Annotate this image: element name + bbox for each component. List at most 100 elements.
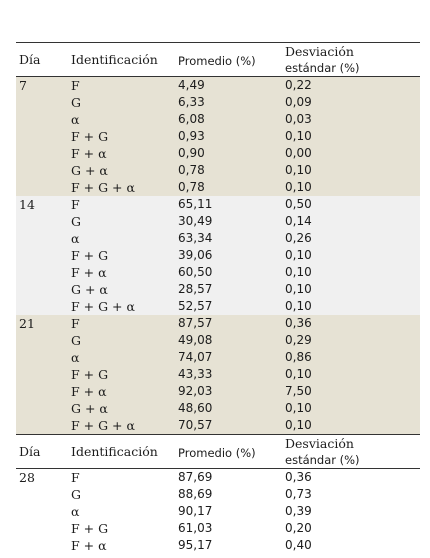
table-row: G 88,69 0,73 (16, 486, 420, 503)
table-row: F + G 61,03 0,20 (16, 520, 420, 537)
cell-desviacion: 0,10 (285, 129, 312, 143)
group-day-28: 28 F 87,69 0,36 G 88,69 0,73 α 90,17 0,39 F + G… (16, 469, 420, 554)
cell-identificacion: F (71, 470, 80, 485)
header-dia: Día (19, 444, 41, 459)
cell-identificacion: α (71, 112, 80, 127)
cell-desviacion: 0,10 (285, 248, 312, 262)
cell-desviacion: 0,00 (285, 146, 312, 160)
cell-promedio: 60,50 (178, 265, 213, 279)
cell-promedio: 6,33 (178, 95, 205, 109)
cell-identificacion: F (71, 316, 80, 331)
cell-desviacion: 0,36 (285, 316, 312, 330)
cell-promedio: 65,11 (178, 197, 213, 211)
header-desviacion: Desviación estándar (%) (285, 44, 405, 76)
cell-desviacion: 0,10 (285, 299, 312, 313)
cell-identificacion: α (71, 350, 80, 365)
table-row: 14 F 65,11 0,50 (16, 196, 420, 213)
cell-promedio: 0,78 (178, 180, 205, 194)
cell-promedio: 90,17 (178, 504, 213, 518)
cell-identificacion: α (71, 231, 80, 246)
cell-desviacion: 0,20 (285, 521, 312, 535)
table-row: G 30,49 0,14 (16, 213, 420, 230)
cell-promedio: 43,33 (178, 367, 213, 381)
cell-promedio: 87,69 (178, 470, 213, 484)
header-identificacion: Identificación (71, 444, 158, 459)
cell-promedio: 6,08 (178, 112, 205, 126)
cell-desviacion: 0,10 (285, 163, 312, 177)
table-row: F + G 43,33 0,10 (16, 366, 420, 383)
cell-identificacion: F (71, 78, 80, 93)
cell-promedio: 88,69 (178, 487, 213, 501)
cell-identificacion: α (71, 504, 80, 519)
table-row: F + G + α 52,57 0,10 (16, 298, 420, 315)
cell-identificacion: G (71, 95, 81, 110)
table-row: F + G + α 70,57 0,10 (16, 417, 420, 434)
cell-identificacion: G + α (71, 401, 108, 416)
cell-desviacion: 0,22 (285, 78, 312, 92)
table-row: G + α 48,60 0,10 (16, 400, 420, 417)
header-desviacion: Desviación estándar (%) (285, 436, 405, 468)
cell-identificacion: F (71, 197, 80, 212)
cell-desviacion: 0,10 (285, 367, 312, 381)
cell-identificacion: F + G + α (71, 180, 135, 195)
cell-identificacion: F + G (71, 521, 109, 536)
cell-desviacion: 0,10 (285, 401, 312, 415)
cell-dia: 28 (19, 470, 35, 485)
cell-promedio: 87,57 (178, 316, 213, 330)
cell-identificacion: G + α (71, 163, 108, 178)
cell-desviacion: 0,10 (285, 418, 312, 432)
group-day-7: 7 F 4,49 0,22 G 6,33 0,09 α 6,08 0,03 F + G 0,93… (16, 77, 420, 196)
cell-identificacion: F + G (71, 129, 109, 144)
header-desviacion-line2: estándar (%) (285, 61, 360, 75)
cell-identificacion: G (71, 333, 81, 348)
cell-promedio: 39,06 (178, 248, 213, 262)
header-desviacion-line2: estándar (%) (285, 453, 360, 467)
table-row: F + α 92,03 7,50 (16, 383, 420, 400)
cell-promedio: 28,57 (178, 282, 213, 296)
table-row: F + G 0,93 0,10 (16, 128, 420, 145)
cell-identificacion: G (71, 487, 81, 502)
cell-promedio: 52,57 (178, 299, 213, 313)
cell-desviacion: 0,10 (285, 282, 312, 296)
cell-dia: 7 (19, 78, 27, 93)
cell-promedio: 0,78 (178, 163, 205, 177)
table-row: 28 F 87,69 0,36 (16, 469, 420, 486)
table-row: F + α 0,90 0,00 (16, 145, 420, 162)
table-row: G + α 0,78 0,10 (16, 162, 420, 179)
cell-dia: 21 (19, 316, 35, 331)
cell-desviacion: 0,10 (285, 180, 312, 194)
cell-desviacion: 0,40 (285, 538, 312, 552)
header-identificacion: Identificación (71, 52, 158, 67)
header-desviacion-line1: Desviación (285, 436, 354, 451)
table-row: G 6,33 0,09 (16, 94, 420, 111)
table-row: F + α 95,17 0,40 (16, 537, 420, 554)
header-dia: Día (19, 52, 41, 67)
group-day-21: 21 F 87,57 0,36 G 49,08 0,29 α 74,07 0,86 F + G… (16, 315, 420, 434)
cell-desviacion: 0,09 (285, 95, 312, 109)
cell-promedio: 4,49 (178, 78, 205, 92)
table-row: G 49,08 0,29 (16, 332, 420, 349)
cell-desviacion: 0,73 (285, 487, 312, 501)
table-row: 21 F 87,57 0,36 (16, 315, 420, 332)
cell-dia: 14 (19, 197, 35, 212)
table-row: α 63,34 0,26 (16, 230, 420, 247)
cell-promedio: 95,17 (178, 538, 213, 552)
cell-desviacion: 0,26 (285, 231, 312, 245)
cell-desviacion: 0,86 (285, 350, 312, 364)
cell-identificacion: F + G + α (71, 299, 135, 314)
table-row: F + G 39,06 0,10 (16, 247, 420, 264)
table-row: α 74,07 0,86 (16, 349, 420, 366)
cell-desviacion: 0,10 (285, 265, 312, 279)
table-header: Día Identificación Promedio (%) Desviaci… (16, 42, 420, 77)
cell-desviacion: 0,36 (285, 470, 312, 484)
table-row: G + α 28,57 0,10 (16, 281, 420, 298)
cell-promedio: 49,08 (178, 333, 213, 347)
cell-desviacion: 0,39 (285, 504, 312, 518)
cell-identificacion: F + α (71, 146, 107, 161)
cell-desviacion: 0,29 (285, 333, 312, 347)
cell-identificacion: F + G (71, 248, 109, 263)
cell-identificacion: F + G + α (71, 418, 135, 433)
table-row: 7 F 4,49 0,22 (16, 77, 420, 94)
cell-desviacion: 0,03 (285, 112, 312, 126)
header-desviacion-line1: Desviación (285, 44, 354, 59)
